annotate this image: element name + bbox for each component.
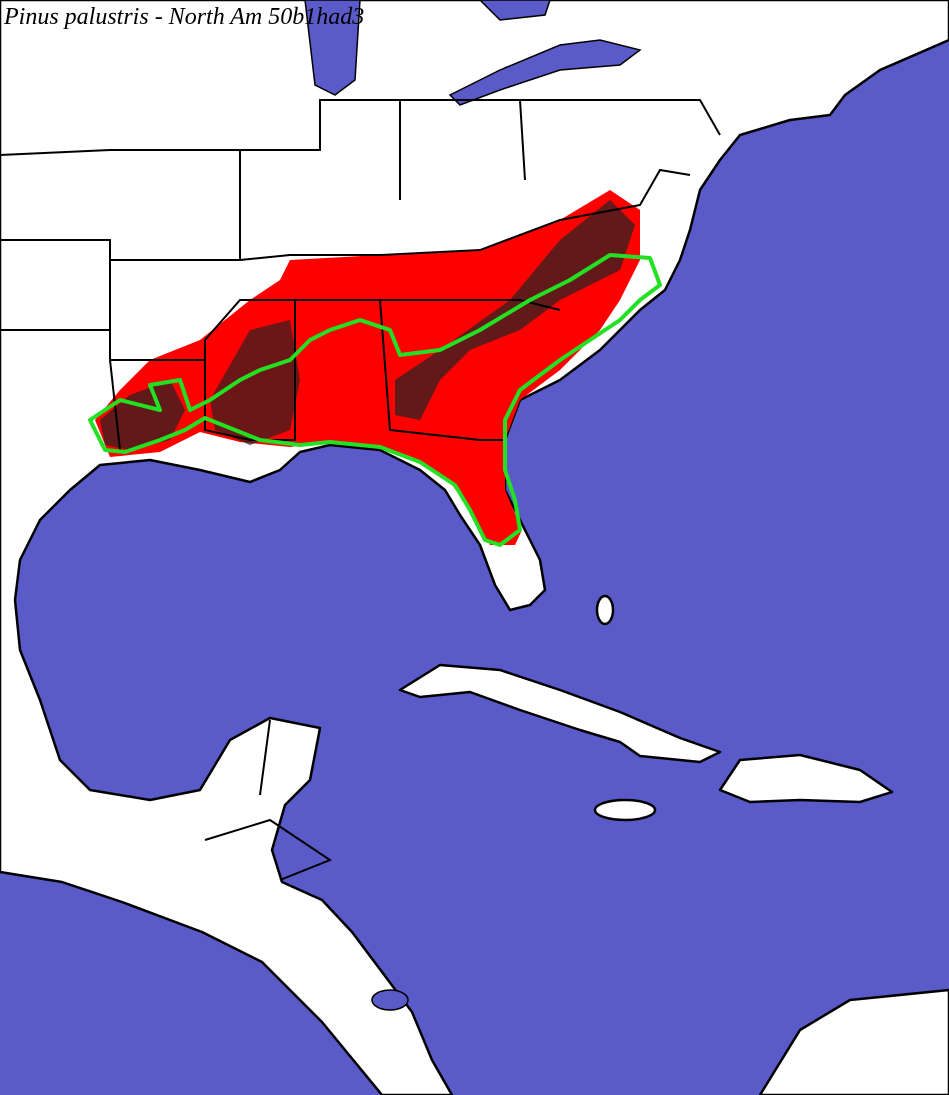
high-suitability — [210, 320, 300, 445]
high-suitability — [100, 380, 185, 450]
map-title: Pinus palustris - North Am 50b1had3 — [3, 4, 364, 30]
lake — [304, 0, 361, 96]
state-borders — [0, 99, 721, 881]
jamaica — [593, 798, 657, 822]
lake — [448, 39, 642, 106]
current-range-outline — [88, 253, 662, 547]
cuba — [398, 663, 722, 764]
hispaniola — [718, 753, 894, 804]
south-america — [758, 988, 949, 1095]
lake — [371, 989, 409, 1011]
lake — [478, 0, 551, 21]
island — [595, 594, 615, 626]
